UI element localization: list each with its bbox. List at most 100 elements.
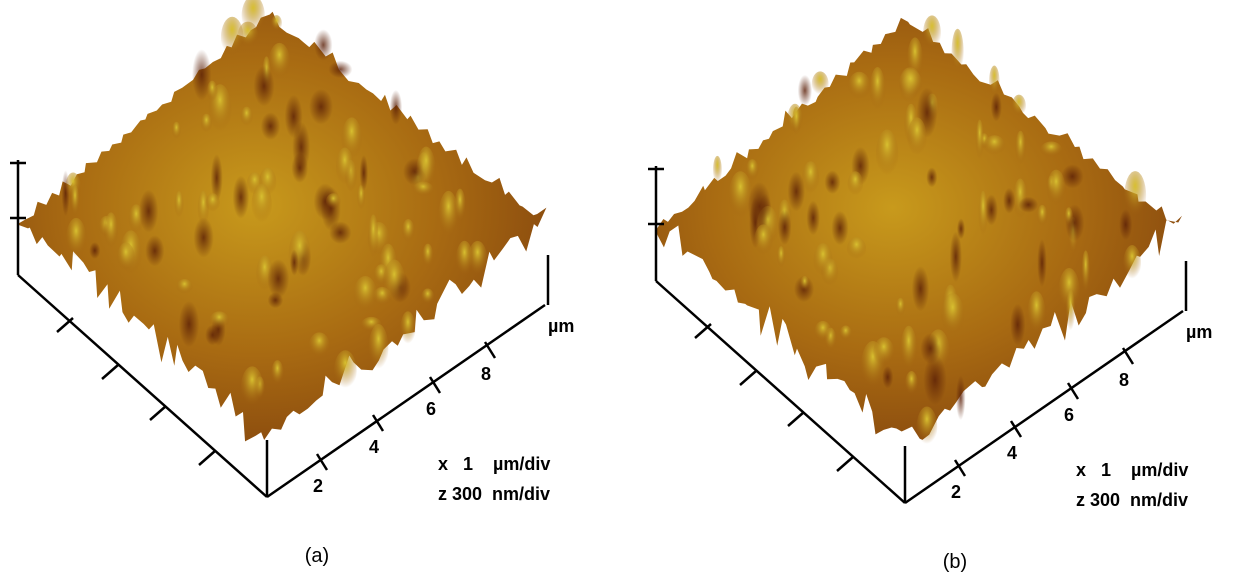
y-tick	[1066, 382, 1080, 400]
surface-peak	[116, 242, 135, 274]
y-tick	[483, 341, 497, 359]
surface-peak	[792, 106, 801, 139]
surface-pit	[145, 235, 165, 267]
surface-pit	[89, 242, 101, 259]
surface-peak	[975, 119, 984, 164]
surface-pit	[797, 74, 813, 107]
surface-pit	[138, 189, 159, 233]
surface-peak	[271, 15, 283, 33]
surface-pit	[205, 324, 221, 346]
y-tick-label: 4	[1007, 443, 1017, 463]
axis-unit: µm	[548, 316, 574, 336]
y-tick	[315, 453, 329, 471]
surface-peak	[776, 246, 786, 270]
surface-peak	[421, 288, 435, 306]
surface-pit	[777, 209, 792, 246]
surface-pit	[359, 154, 369, 191]
y-tick-label: 6	[1064, 405, 1074, 425]
surface-peak	[873, 337, 895, 369]
surface-peak	[241, 0, 265, 36]
scale-z: z 300 nm/div	[438, 484, 550, 504]
surface-pit	[911, 266, 930, 312]
surface-pit	[267, 259, 290, 299]
surface-pit	[1119, 209, 1133, 241]
surface-pit	[232, 175, 250, 219]
surface-peak	[745, 159, 759, 182]
surface-pit	[178, 300, 200, 348]
surface-peak	[941, 293, 965, 340]
y-tick-label: 8	[481, 364, 491, 384]
y-tick-label: 6	[426, 399, 436, 419]
surface-peak	[754, 224, 773, 259]
surface-pit	[747, 181, 772, 231]
surface-peak	[1046, 169, 1066, 209]
y-tick	[1121, 347, 1135, 365]
surface-peak	[1065, 288, 1076, 336]
surface-peak	[814, 320, 832, 344]
surface-peak	[174, 191, 184, 221]
surface-peak	[205, 193, 220, 214]
surface-peak	[869, 67, 886, 115]
surface-peak	[895, 297, 906, 318]
panel-caption: (b)	[943, 551, 967, 573]
x-tick	[694, 323, 712, 339]
surface-peak	[875, 129, 899, 180]
x-tick	[198, 450, 216, 466]
surface-pit	[267, 292, 284, 309]
surface-peak	[416, 146, 436, 193]
surface-pit	[787, 171, 806, 212]
surface-peak	[353, 276, 378, 316]
surface-pit	[284, 94, 303, 139]
surface-peak	[400, 311, 416, 348]
surface-peak	[907, 117, 927, 159]
surface-peak	[1011, 94, 1026, 119]
surface-peak	[1081, 250, 1090, 298]
surface-peak	[951, 28, 964, 77]
surface-peak	[308, 332, 330, 360]
scale-x: x 1 µm/div	[1076, 460, 1188, 480]
surface-peak	[382, 259, 406, 309]
surface-peak	[1040, 141, 1063, 159]
axis-unit: µm	[1186, 322, 1212, 342]
x-tick	[787, 411, 805, 427]
surface-pit	[314, 29, 333, 61]
y-tick-label: 4	[369, 437, 379, 457]
surface-peak	[220, 16, 244, 59]
x-tick	[101, 364, 119, 380]
surface-peak	[176, 278, 193, 296]
surface-pit	[1037, 238, 1047, 287]
afm-surface	[655, 17, 1183, 440]
surface-peak	[900, 325, 917, 376]
surface-peak	[438, 190, 459, 242]
x-axis	[17, 274, 268, 498]
surface-peak	[268, 42, 291, 83]
surface-pit	[193, 217, 214, 258]
surface-pit	[949, 231, 962, 283]
surface-pit	[882, 365, 894, 389]
panel-caption: (a)	[305, 545, 329, 567]
surface-peak	[1124, 171, 1147, 221]
surface-peak	[916, 406, 938, 449]
surface-pit	[289, 249, 299, 276]
surface-peak	[335, 147, 354, 189]
y-tick-label: 2	[313, 476, 323, 496]
surface-pit	[923, 354, 947, 406]
surface-peak	[988, 65, 1000, 99]
surface-peak	[251, 183, 272, 227]
x-axis	[655, 280, 906, 504]
surface-peak	[1123, 245, 1141, 283]
surface-peak	[66, 217, 87, 261]
surface-peak	[1036, 204, 1048, 229]
surface-peak	[325, 193, 341, 211]
surface-pit	[253, 65, 275, 107]
surface-peak	[240, 106, 253, 128]
surface-peak	[455, 240, 474, 280]
surface-pit	[984, 194, 998, 226]
surface-pit	[309, 88, 333, 125]
surface-peak	[728, 171, 753, 223]
surface-pit	[328, 60, 353, 79]
surface-peak	[800, 276, 810, 293]
surface-pit	[1003, 187, 1016, 214]
